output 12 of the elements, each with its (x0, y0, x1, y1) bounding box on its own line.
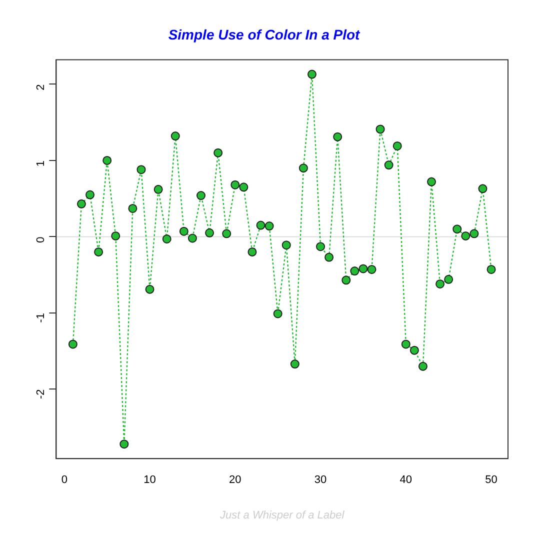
x-tick-label: 10 (144, 474, 156, 486)
y-tick-label: -1 (35, 312, 48, 323)
x-tick-label: 20 (229, 474, 242, 486)
chart-title: Simple Use of Color In a Plot (168, 26, 362, 42)
x-tick-label: 0 (61, 474, 68, 486)
x-tick-label: 40 (400, 474, 412, 486)
y-tick-label: -2 (35, 389, 48, 399)
y-tick-label: 2 (35, 84, 48, 90)
y-tick-label: 0 (35, 236, 48, 243)
x-tick-label: 50 (485, 474, 498, 486)
y-tick-label: 1 (35, 160, 48, 167)
x-tick-label: 30 (314, 474, 327, 486)
